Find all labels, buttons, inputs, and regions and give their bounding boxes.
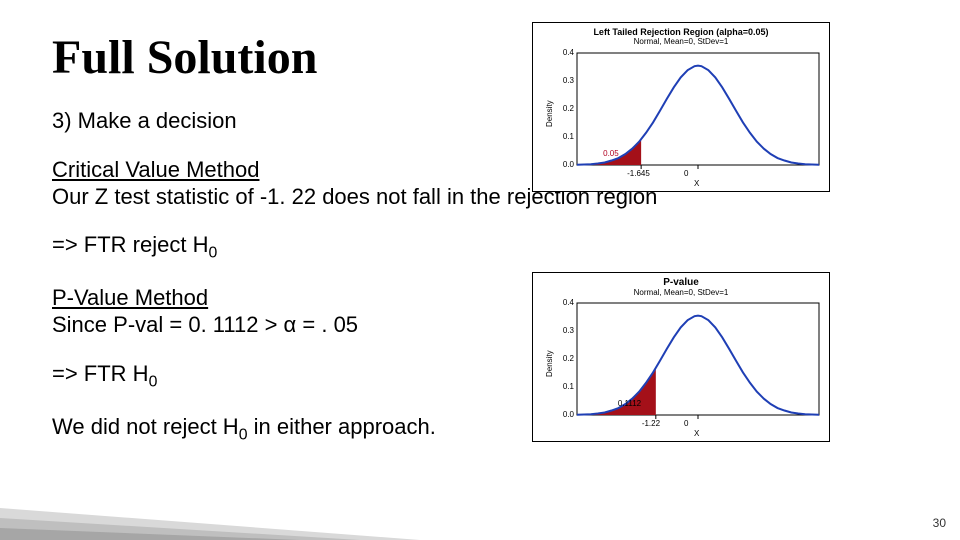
- ftr2-text: => FTR H: [52, 361, 149, 386]
- x-axis-label: X: [694, 179, 699, 188]
- ftr2-sub: 0: [149, 373, 158, 390]
- y-axis-label: Density: [545, 350, 554, 377]
- probability-annotation: 0.1112: [618, 399, 641, 408]
- y-tick-label: 0.0: [563, 160, 574, 169]
- x-axis-label: X: [694, 429, 699, 438]
- y-tick-label: 0.2: [563, 354, 574, 363]
- decorative-wedge-icon: [0, 460, 420, 540]
- y-tick-label: 0.3: [563, 326, 574, 335]
- y-axis-label: Density: [545, 100, 554, 127]
- y-tick-label: 0.4: [563, 298, 574, 307]
- rejection-region-chart: Left Tailed Rejection Region (alpha=0.05…: [532, 22, 830, 192]
- ftr-line-1: => FTR reject H0: [52, 232, 892, 263]
- ftr1-text: => FTR reject H: [52, 232, 208, 257]
- x-tick-label: -1.645: [627, 169, 650, 178]
- x-tick-label: -1.22: [642, 419, 660, 428]
- y-tick-label: 0.0: [563, 410, 574, 419]
- x-tick-label: 0: [684, 419, 688, 428]
- p-value-chart: P-valueNormal, Mean=0, StDev=10.00.10.20…: [532, 272, 830, 442]
- slide: Full Solution 3) Make a decision Critica…: [0, 0, 960, 540]
- ftr1-sub: 0: [208, 245, 217, 262]
- concl-sub: 0: [239, 426, 248, 443]
- page-number: 30: [933, 516, 946, 530]
- concl-suffix: in either approach.: [248, 414, 436, 439]
- y-tick-label: 0.3: [563, 76, 574, 85]
- x-tick-label: 0: [684, 169, 688, 178]
- y-tick-label: 0.1: [563, 132, 574, 141]
- y-tick-label: 0.1: [563, 382, 574, 391]
- slide-title: Full Solution: [52, 30, 317, 85]
- probability-annotation: 0.05: [603, 149, 619, 158]
- y-tick-label: 0.4: [563, 48, 574, 57]
- concl-prefix: We did not reject H: [52, 414, 239, 439]
- y-tick-label: 0.2: [563, 104, 574, 113]
